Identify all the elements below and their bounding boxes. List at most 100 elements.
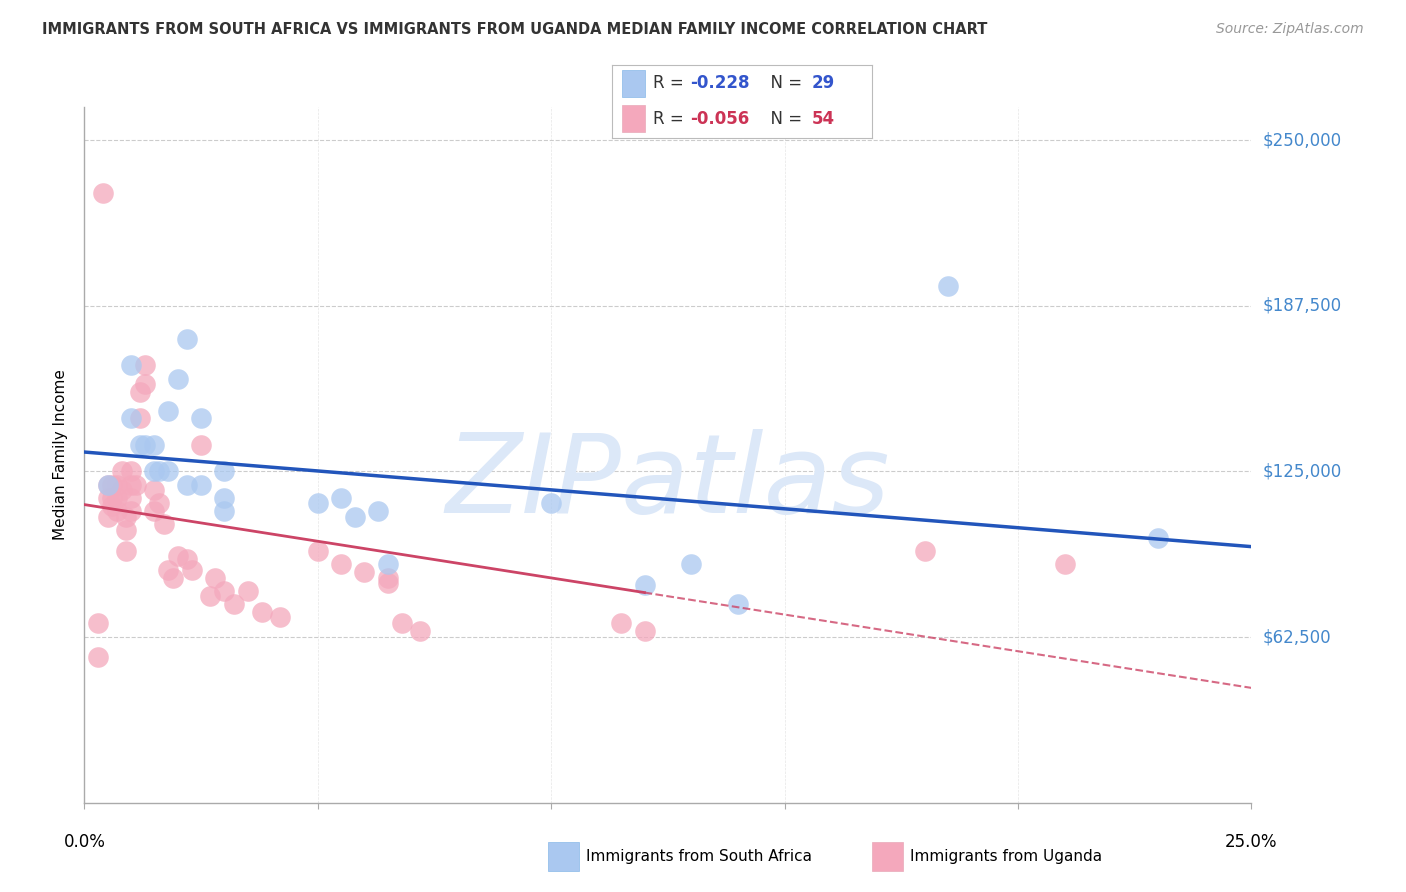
Text: 54: 54 xyxy=(811,110,835,128)
Point xyxy=(166,549,188,564)
Point xyxy=(91,186,114,201)
Point xyxy=(120,465,142,479)
Point xyxy=(148,465,170,479)
Point xyxy=(190,438,212,452)
Point xyxy=(391,615,413,630)
Point xyxy=(97,477,120,491)
Point xyxy=(214,583,236,598)
Point xyxy=(633,578,655,592)
Text: 25.0%: 25.0% xyxy=(1225,833,1278,851)
Point xyxy=(200,589,222,603)
Point xyxy=(120,411,142,425)
Point xyxy=(180,563,202,577)
Point xyxy=(214,465,236,479)
Point xyxy=(610,615,633,630)
Point xyxy=(120,359,142,373)
Point xyxy=(101,499,124,513)
Point xyxy=(115,523,138,537)
Point xyxy=(115,509,138,524)
Point xyxy=(111,483,134,497)
Point xyxy=(681,558,703,572)
Point xyxy=(143,465,166,479)
Point xyxy=(87,650,110,665)
Text: $125,000: $125,000 xyxy=(1263,462,1341,481)
Point xyxy=(367,504,389,518)
Text: Source: ZipAtlas.com: Source: ZipAtlas.com xyxy=(1216,22,1364,37)
Point xyxy=(307,496,329,510)
Point xyxy=(105,477,128,491)
Text: 0.0%: 0.0% xyxy=(63,833,105,851)
Point xyxy=(129,384,152,399)
Text: -0.056: -0.056 xyxy=(690,110,749,128)
Text: $250,000: $250,000 xyxy=(1263,131,1341,149)
Point xyxy=(936,279,959,293)
Point xyxy=(97,491,120,505)
Text: ZIPatlas: ZIPatlas xyxy=(446,429,890,536)
Bar xyxy=(621,104,645,132)
Point xyxy=(540,496,562,510)
Point xyxy=(166,372,188,386)
Point xyxy=(134,377,156,392)
Point xyxy=(222,597,245,611)
Point xyxy=(204,570,226,584)
Point xyxy=(115,544,138,558)
Text: N =: N = xyxy=(759,74,807,93)
Point xyxy=(157,563,180,577)
Point xyxy=(176,552,198,566)
Point xyxy=(377,558,399,572)
Point xyxy=(148,496,170,510)
Text: Immigrants from Uganda: Immigrants from Uganda xyxy=(910,849,1102,863)
Text: Immigrants from South Africa: Immigrants from South Africa xyxy=(586,849,813,863)
Point xyxy=(157,465,180,479)
Point xyxy=(162,570,184,584)
Point xyxy=(633,624,655,638)
Point xyxy=(120,504,142,518)
Point xyxy=(125,477,148,491)
Point xyxy=(120,491,142,505)
Point xyxy=(129,411,152,425)
Point xyxy=(105,491,128,505)
Point xyxy=(214,504,236,518)
Point xyxy=(143,504,166,518)
Bar xyxy=(621,70,645,97)
Text: IMMIGRANTS FROM SOUTH AFRICA VS IMMIGRANTS FROM UGANDA MEDIAN FAMILY INCOME CORR: IMMIGRANTS FROM SOUTH AFRICA VS IMMIGRAN… xyxy=(42,22,987,37)
Point xyxy=(1053,558,1076,572)
Point xyxy=(236,583,259,598)
Point xyxy=(129,438,152,452)
Point xyxy=(97,477,120,491)
Point xyxy=(101,477,124,491)
Point xyxy=(152,517,174,532)
Point xyxy=(120,477,142,491)
Point xyxy=(97,509,120,524)
Point xyxy=(111,465,134,479)
Point xyxy=(105,504,128,518)
Point xyxy=(330,491,353,505)
Point xyxy=(87,615,110,630)
Y-axis label: Median Family Income: Median Family Income xyxy=(53,369,69,541)
Point xyxy=(307,544,329,558)
Point xyxy=(269,610,291,624)
Text: $62,500: $62,500 xyxy=(1263,628,1331,646)
Point xyxy=(409,624,432,638)
Point xyxy=(101,491,124,505)
Text: -0.228: -0.228 xyxy=(690,74,749,93)
Text: $187,500: $187,500 xyxy=(1263,297,1341,315)
Point xyxy=(377,575,399,590)
Text: 29: 29 xyxy=(811,74,835,93)
Point xyxy=(344,509,367,524)
Point xyxy=(190,411,212,425)
Point xyxy=(134,438,156,452)
Point xyxy=(157,403,180,417)
Point xyxy=(176,477,198,491)
Point xyxy=(134,359,156,373)
Text: R =: R = xyxy=(654,74,689,93)
Point xyxy=(377,570,399,584)
Text: R =: R = xyxy=(654,110,689,128)
Point xyxy=(190,477,212,491)
Text: N =: N = xyxy=(759,110,807,128)
Point xyxy=(143,483,166,497)
Point xyxy=(250,605,273,619)
Point xyxy=(727,597,749,611)
Point xyxy=(214,491,236,505)
Point xyxy=(353,565,375,579)
